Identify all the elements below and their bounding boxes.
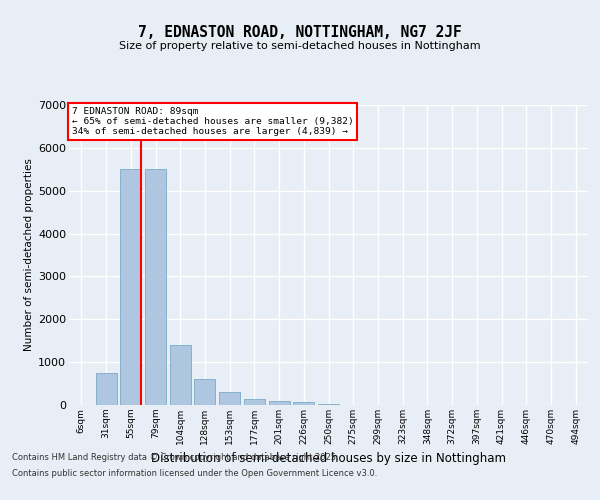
Bar — [95, 373, 116, 405]
Text: 7 EDNASTON ROAD: 89sqm
← 65% of semi-detached houses are smaller (9,382)
34% of : 7 EDNASTON ROAD: 89sqm ← 65% of semi-det… — [71, 106, 353, 136]
Bar — [244, 398, 265, 405]
Bar — [145, 170, 166, 405]
Bar — [170, 345, 191, 405]
Bar — [194, 380, 215, 405]
Y-axis label: Number of semi-detached properties: Number of semi-detached properties — [24, 158, 34, 352]
X-axis label: Distribution of semi-detached houses by size in Nottingham: Distribution of semi-detached houses by … — [151, 452, 506, 466]
Bar — [293, 402, 314, 405]
Bar — [120, 170, 141, 405]
Text: Size of property relative to semi-detached houses in Nottingham: Size of property relative to semi-detach… — [119, 41, 481, 51]
Text: 7, EDNASTON ROAD, NOTTINGHAM, NG7 2JF: 7, EDNASTON ROAD, NOTTINGHAM, NG7 2JF — [138, 25, 462, 40]
Text: Contains public sector information licensed under the Open Government Licence v3: Contains public sector information licen… — [12, 468, 377, 477]
Text: Contains HM Land Registry data © Crown copyright and database right 2025.: Contains HM Land Registry data © Crown c… — [12, 454, 338, 462]
Bar — [318, 404, 339, 405]
Bar — [219, 392, 240, 405]
Bar — [269, 400, 290, 405]
